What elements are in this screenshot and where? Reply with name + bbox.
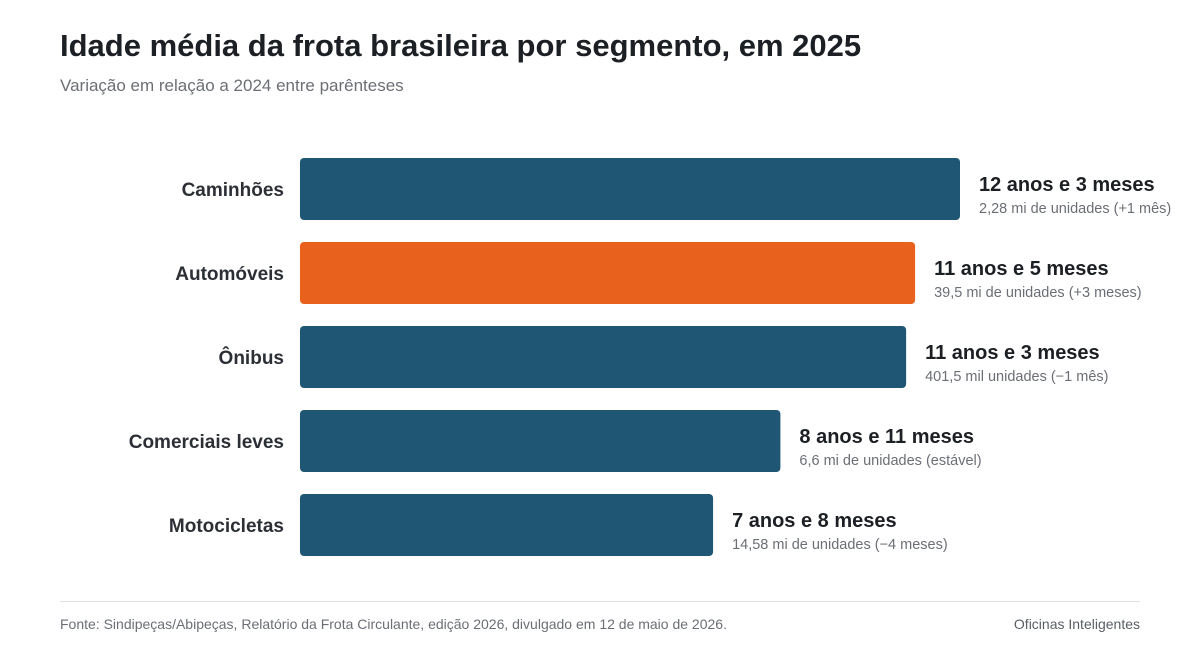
value-label: 12 anos e 3 meses [979, 174, 1155, 196]
category-label: Automóveis [175, 264, 284, 285]
detail-label: 14,58 mi de unidades (−4 meses) [732, 537, 948, 553]
detail-label: 401,5 mil unidades (−1 mês) [925, 369, 1108, 385]
chart-title: Idade média da frota brasileira por segm… [60, 28, 862, 63]
value-label: 7 anos e 8 meses [732, 510, 897, 532]
detail-label: 6,6 mi de unidades (estável) [799, 453, 981, 469]
category-label: Ônibus [219, 347, 284, 369]
detail-label: 2,28 mi de unidades (+1 mês) [979, 201, 1171, 217]
bar [300, 158, 960, 220]
category-label: Comerciais leves [129, 432, 284, 453]
brand-name: Oficinas Inteligentes [1013, 616, 1140, 632]
bar [300, 242, 916, 304]
footer-divider [60, 601, 1140, 602]
value-label: 11 anos e 5 meses [934, 258, 1109, 280]
bar [300, 494, 714, 556]
value-label: 11 anos e 3 meses [925, 342, 1100, 364]
category-label: Caminhões [182, 180, 284, 201]
bar-chart: Caminhões 12 anos e 3 meses 2,28 mi de uni… [129, 158, 1171, 556]
bar [300, 326, 907, 388]
chart-subtitle: Variação em relação a 2024 entre parênte… [60, 76, 404, 95]
detail-label: 39,5 mi de unidades (+3 meses) [934, 285, 1142, 301]
source-note: Fonte: Sindipeças/Abipeças, Relatório da… [60, 616, 727, 632]
bar [300, 410, 781, 472]
value-label: 8 anos e 11 meses [799, 426, 974, 448]
category-label: Motocicletas [169, 516, 284, 537]
